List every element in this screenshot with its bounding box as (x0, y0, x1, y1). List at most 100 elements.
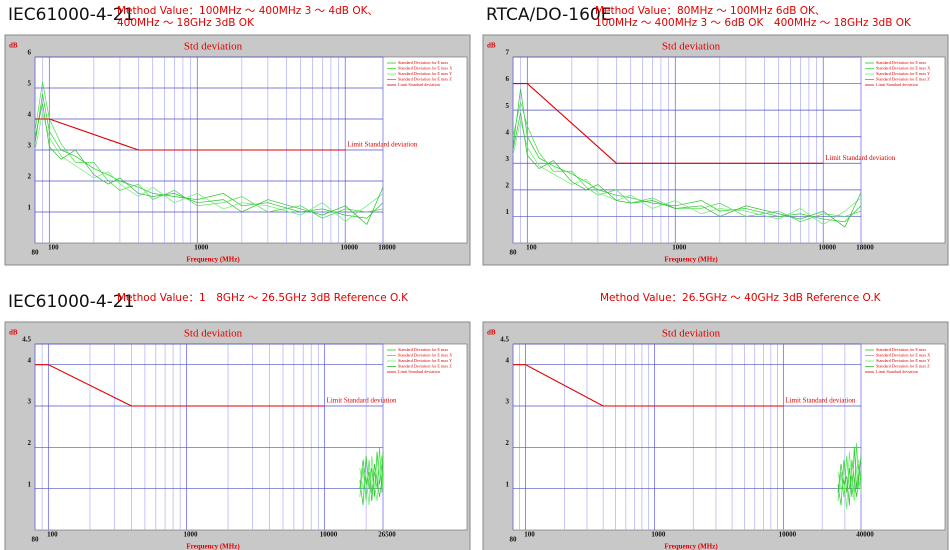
legend-label: Standard Deviation for E max (876, 60, 927, 65)
x-tick-label: 100 (47, 531, 58, 539)
x-tick-label: 80 (32, 536, 40, 544)
x-tick-label: 10000 (779, 531, 797, 539)
x-tick-label: 18000 (378, 244, 396, 252)
legend-label: Standard Deviation for E max Y (398, 71, 452, 76)
series-line (837, 455, 862, 506)
annotation: Limit Standard deviation (825, 154, 895, 162)
x-axis-label: Frequency (MHz) (186, 543, 240, 550)
x-tick-label: 1000 (194, 244, 209, 252)
legend-label: Standard Deviation for E max Y (876, 71, 930, 76)
plot-bg (512, 56, 946, 244)
y-tick-label: 3 (28, 398, 32, 406)
legend-label: Limit Standard deviation (876, 82, 919, 87)
legend-label: Standard Deviation for E max X (876, 65, 930, 70)
series-line (359, 455, 384, 506)
x-tick-label: 10000 (340, 244, 358, 252)
heading: IEC61000-4-21 (8, 292, 134, 312)
y-axis-label: dB (487, 42, 496, 50)
y-tick-label: 5 (506, 102, 510, 110)
x-tick-label: 1000 (183, 531, 198, 539)
legend-label: Standard Deviation for E max Z (398, 363, 452, 368)
y-tick-label: 2 (28, 439, 32, 447)
y-tick-label: 2 (28, 173, 32, 181)
series-line (35, 118, 346, 151)
y-tick-label: 7 (506, 49, 510, 57)
legend-label: Standard Deviation for E max X (398, 65, 452, 70)
method-text: Method Value：80MHz ～ 100MHz 6dB OK、 (595, 5, 825, 17)
series-line (359, 451, 384, 502)
series-line (34, 103, 384, 225)
y-tick-label: 4.5 (500, 336, 509, 344)
chart-title: Std deviation (662, 41, 721, 53)
legend-label: Standard Deviation for E max Y (876, 358, 930, 363)
y-tick-label: 2 (506, 439, 510, 447)
legend-label: Standard Deviation for E max Z (876, 363, 930, 368)
y-tick-label: 4 (506, 356, 510, 364)
chart-title: Std deviation (184, 328, 243, 340)
legend-label: Standard Deviation for E max Y (398, 358, 452, 363)
method-text: Method Value：1 8GHz ～ 26.5GHz 3dB Refere… (117, 292, 409, 304)
y-tick-label: 2 (506, 181, 510, 189)
legend-label: Standard Deviation for E max Z (398, 76, 452, 81)
legend-label: Standard Deviation for E max (398, 60, 449, 65)
x-tick-label: 1000 (672, 244, 687, 252)
y-tick-label: 6 (28, 49, 32, 57)
y-tick-label: 4 (506, 128, 510, 136)
x-axis-label: Frequency (MHz) (664, 543, 718, 550)
x-tick-label: 80 (32, 249, 40, 257)
y-tick-label: 1 (28, 480, 32, 488)
y-tick-label: 4 (28, 111, 32, 119)
x-tick-label: 100 (524, 531, 535, 539)
y-tick-label: 1 (28, 204, 32, 212)
series-line (512, 112, 862, 228)
y-tick-label: 4 (28, 356, 32, 364)
method-text: 400MHz ～ 18GHz 3dB OK (117, 17, 255, 29)
x-tick-label: 26500 (378, 531, 396, 539)
chart-title: Std deviation (184, 41, 243, 53)
y-axis-label: dB (487, 329, 496, 337)
annotation: Limit Standard deviation (327, 397, 397, 405)
x-tick-label: 80 (510, 249, 518, 257)
y-tick-label: 3 (28, 142, 32, 150)
series-line (513, 364, 784, 407)
plot-bg (34, 343, 468, 531)
y-tick-label: 4.5 (22, 336, 31, 344)
y-tick-label: 3 (506, 398, 510, 406)
method-text: 100MHz ～ 400MHz 3 ～ 6dB OK 400MHz ～ 18GH… (595, 17, 912, 29)
series-line (513, 83, 824, 164)
annotation: Limit Standard deviation (347, 141, 417, 149)
legend-label: Limit Standard deviation (876, 369, 919, 374)
y-tick-label: 3 (506, 155, 510, 163)
x-tick-label: 10000 (818, 244, 836, 252)
legend-label: Standard Deviation for E max X (876, 352, 930, 357)
y-tick-label: 6 (506, 75, 510, 83)
series-line (512, 102, 862, 223)
legend-label: Standard Deviation for E max (876, 347, 927, 352)
heading: IEC61000-4-21 (8, 5, 134, 25)
x-tick-label: 80 (510, 536, 518, 544)
method-text: Method Value：26.5GHz ～ 40GHz 3dB Referen… (600, 292, 882, 304)
legend-label: Limit Standard deviation (398, 369, 441, 374)
x-axis-label: Frequency (MHz) (664, 256, 718, 264)
y-tick-label: 1 (506, 208, 510, 216)
y-axis-label: dB (9, 42, 18, 50)
x-tick-label: 100 (526, 244, 537, 252)
chart-panel: Method Value：26.5GHz ～ 40GHz 3dB Referen… (482, 292, 949, 550)
y-tick-label: 1 (506, 480, 510, 488)
legend-label: Limit Standard deviation (398, 82, 441, 87)
legend-label: Standard Deviation for E max X (398, 352, 452, 357)
x-tick-label: 18000 (856, 244, 874, 252)
heading: RTCA/DO-160E (486, 5, 611, 25)
x-axis-label: Frequency (MHz) (186, 256, 240, 264)
y-tick-label: 5 (28, 80, 32, 88)
y-axis-label: dB (9, 329, 18, 337)
chart-title: Std deviation (662, 328, 721, 340)
series-line (35, 364, 325, 407)
x-tick-label: 40000 (856, 531, 874, 539)
x-tick-label: 1000 (651, 531, 666, 539)
legend-label: Standard Deviation for E max (398, 347, 449, 352)
